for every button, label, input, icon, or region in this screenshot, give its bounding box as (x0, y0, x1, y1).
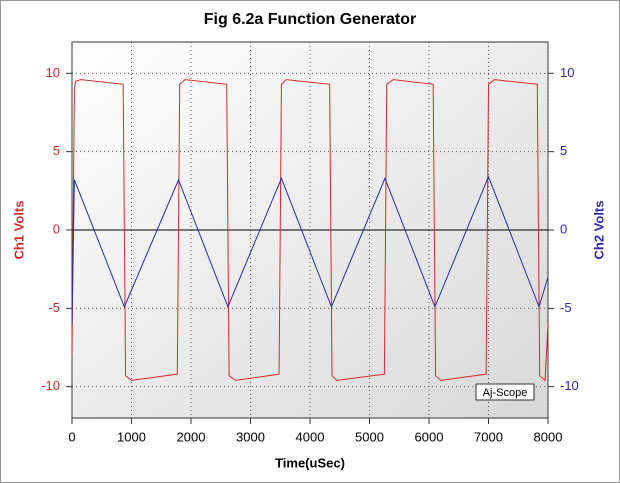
x-tick-label: 3000 (236, 429, 265, 444)
y2-tick-label: -5 (560, 300, 572, 315)
y2-tick-label: 10 (560, 65, 574, 80)
x-tick-label: 0 (68, 429, 75, 444)
x-tick-label: 2000 (177, 429, 206, 444)
y2-tick-label: 0 (560, 221, 567, 236)
series-line (71, 175, 549, 325)
y2-axis-label: Ch2 Volts (591, 201, 606, 260)
chart-title: Fig 6.2a Function Generator (204, 11, 416, 28)
y-axis-label: Ch1 Volts (11, 201, 26, 260)
annotation: Aj-Scope (483, 387, 528, 399)
x-tick-label: 5000 (355, 429, 384, 444)
y2-tick-label: -10 (560, 378, 579, 393)
x-tick-label: 7000 (474, 429, 503, 444)
y-tick-label: -5 (48, 300, 60, 315)
y2-tick-label: 5 (560, 143, 567, 158)
x-tick-label: 8000 (534, 429, 563, 444)
y-tick-label: 10 (46, 65, 60, 80)
x-tick-label: 1000 (117, 429, 146, 444)
x-tick-label: 4000 (296, 429, 325, 444)
y-tick-label: -10 (41, 378, 60, 393)
x-tick-label: 6000 (415, 429, 444, 444)
x-axis-label: Time(uSec) (275, 455, 345, 470)
y-tick-label: 0 (53, 221, 60, 236)
annotation-box (475, 383, 535, 401)
series-line (71, 79, 549, 382)
y-tick-label: 5 (53, 143, 60, 158)
